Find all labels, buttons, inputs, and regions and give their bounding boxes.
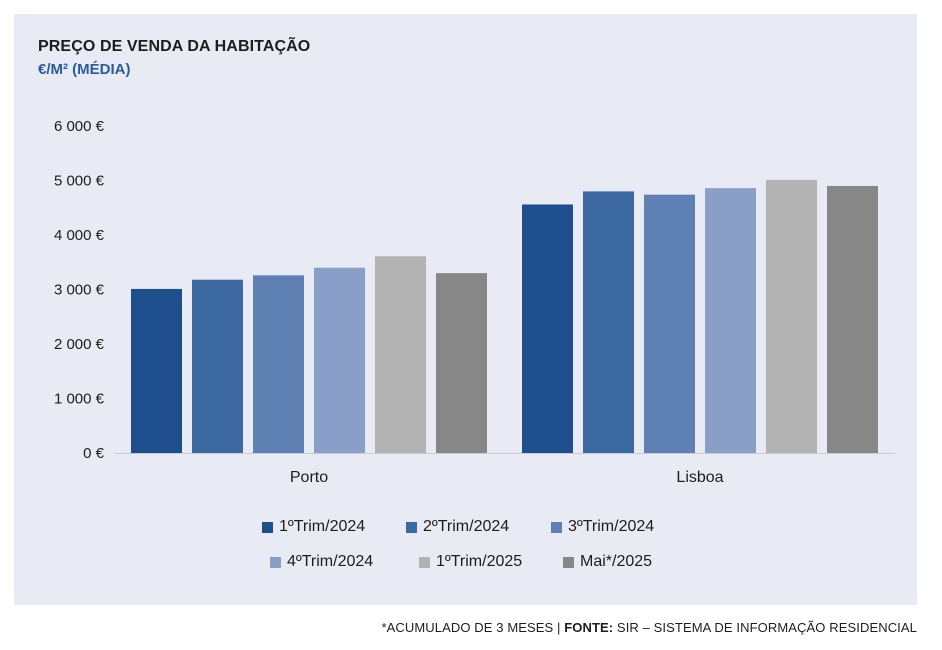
y-tick-label: 2 000 € <box>54 336 105 353</box>
y-tick-label: 3 000 € <box>54 282 105 299</box>
legend-label: 1ºTrim/2024 <box>279 518 366 535</box>
legend-swatch <box>406 521 417 533</box>
chart-subtitle: €/M² (MÉDIA) <box>38 61 131 78</box>
legend-item: 1ºTrim/2025 <box>419 553 522 571</box>
y-tick-label: 6 000 € <box>54 118 105 135</box>
legend-item: 1ºTrim/2024 <box>262 518 365 536</box>
y-tick-label: 4 000 € <box>54 227 105 244</box>
legend-swatch <box>270 556 281 568</box>
footer-source-label: FONTE: <box>564 620 614 635</box>
bar <box>644 194 695 454</box>
legend-swatch <box>563 556 574 568</box>
bar <box>314 267 365 453</box>
footer-source-text: SIR – SISTEMA DE INFORMAÇÃO RESIDENCIAL <box>613 620 917 635</box>
legend-item: 4ºTrim/2024 <box>270 553 373 571</box>
legend-item: 2ºTrim/2024 <box>406 518 509 536</box>
legend-label: 1ºTrim/2025 <box>436 553 523 570</box>
bar <box>131 288 182 453</box>
source-footer: *ACUMULADO DE 3 MESES | FONTE: SIR – SIS… <box>381 620 917 635</box>
chart-title: PREÇO DE VENDA DA HABITAÇÃO <box>38 38 311 55</box>
legend-label: 2ºTrim/2024 <box>423 518 510 535</box>
footer-note: *ACUMULADO DE 3 MESES | <box>381 620 565 635</box>
legend-item: Mai*/2025 <box>563 553 652 571</box>
x-category-label: Porto <box>290 469 328 486</box>
bar <box>375 256 426 453</box>
bar <box>253 275 304 453</box>
legend-swatch <box>551 521 562 533</box>
bar <box>436 273 487 453</box>
y-tick-label: 5 000 € <box>54 173 105 190</box>
bar <box>583 191 634 453</box>
legend-label: 4ºTrim/2024 <box>287 553 374 570</box>
bar <box>522 204 573 453</box>
legend-label: Mai*/2025 <box>580 553 653 570</box>
bar <box>766 179 817 453</box>
x-category-label: Lisboa <box>676 469 723 486</box>
bar <box>827 185 878 453</box>
y-tick-label: 0 € <box>83 445 105 462</box>
bar <box>705 188 756 453</box>
y-tick-label: 1 000 € <box>54 391 105 408</box>
legend-label: 3ºTrim/2024 <box>568 518 655 535</box>
bar <box>192 279 243 453</box>
legend-item: 3ºTrim/2024 <box>551 518 654 536</box>
legend-swatch <box>419 556 430 568</box>
legend-swatch <box>262 521 273 533</box>
